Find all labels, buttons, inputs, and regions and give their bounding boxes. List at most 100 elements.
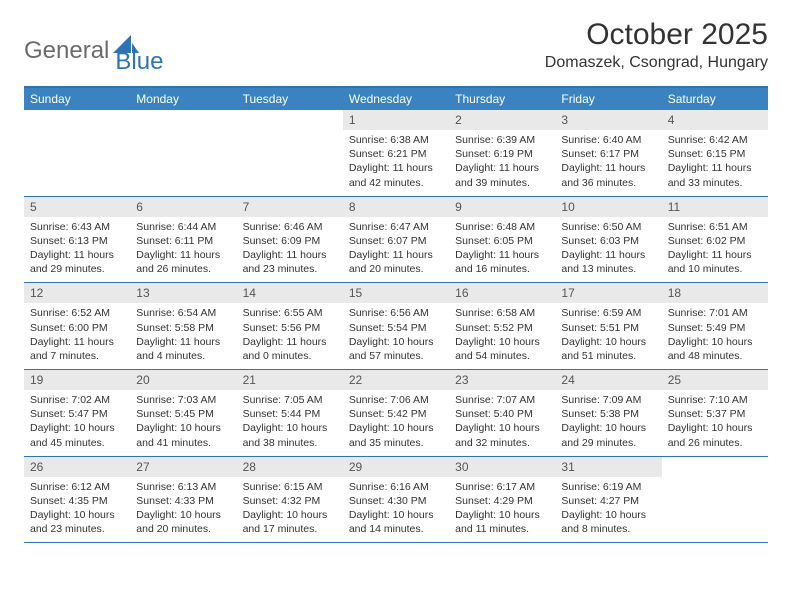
calendar-cell: 28Sunrise: 6:15 AMSunset: 4:32 PMDayligh… [237, 457, 343, 543]
calendar-cell: 2 Sunrise: 6:39 AMSunset: 6:19 PMDaylight… [449, 110, 555, 196]
sunrise-text: Sunrise: 6:46 AM [243, 220, 337, 234]
cell-body: Sunrise: 6:52 AMSunset: 6:00 PMDaylight:… [24, 303, 130, 369]
cell-body: Sunrise: 6:17 AMSunset: 4:29 PMDaylight:… [449, 477, 555, 543]
daylight-text: Daylight: 10 hours and 32 minutes. [455, 421, 549, 449]
calendar-cell: 9Sunrise: 6:48 AMSunset: 6:05 PMDaylight… [449, 197, 555, 283]
sunrise-text: Sunrise: 6:47 AM [349, 220, 443, 234]
cell-body: Sunrise: 6:47 AMSunset: 6:07 PMDaylight:… [343, 217, 449, 283]
sunrise-text: Sunrise: 6:59 AM [561, 306, 655, 320]
sunset-text: Sunset: 6:21 PM [349, 147, 443, 161]
sunset-text: Sunset: 6:19 PM [455, 147, 549, 161]
calendar-cell: 29Sunrise: 6:16 AMSunset: 4:30 PMDayligh… [343, 457, 449, 543]
daylight-text: Daylight: 11 hours and 26 minutes. [136, 248, 230, 276]
day-number: 11 [662, 197, 768, 217]
calendar-cell: 16Sunrise: 6:58 AMSunset: 5:52 PMDayligh… [449, 283, 555, 369]
week-row: 1Sunrise: 6:38 AMSunset: 6:21 PMDaylight… [24, 110, 768, 197]
cell-body: Sunrise: 6:44 AMSunset: 6:11 PMDaylight:… [130, 217, 236, 283]
sunset-text: Sunset: 6:07 PM [349, 234, 443, 248]
cell-body: Sunrise: 7:07 AMSunset: 5:40 PMDaylight:… [449, 390, 555, 456]
week-row: 5Sunrise: 6:43 AMSunset: 6:13 PMDaylight… [24, 197, 768, 284]
calendar-cell [662, 457, 768, 543]
sunset-text: Sunset: 5:54 PM [349, 321, 443, 335]
daylight-text: Daylight: 10 hours and 20 minutes. [136, 508, 230, 536]
sunrise-text: Sunrise: 6:56 AM [349, 306, 443, 320]
sunrise-text: Sunrise: 7:01 AM [668, 306, 762, 320]
cell-body: Sunrise: 6:51 AMSunset: 6:02 PMDaylight:… [662, 217, 768, 283]
day-header-sun: Sunday [24, 88, 130, 110]
cell-body: Sunrise: 6:55 AMSunset: 5:56 PMDaylight:… [237, 303, 343, 369]
daylight-text: Daylight: 11 hours and 20 minutes. [349, 248, 443, 276]
daylight-text: Daylight: 11 hours and 39 minutes. [455, 161, 549, 189]
sunset-text: Sunset: 5:42 PM [349, 407, 443, 421]
sunrise-text: Sunrise: 6:39 AM [455, 133, 549, 147]
cell-body: Sunrise: 6:38 AMSunset: 6:21 PMDaylight:… [343, 130, 449, 196]
sunset-text: Sunset: 5:56 PM [243, 321, 337, 335]
sunrise-text: Sunrise: 7:03 AM [136, 393, 230, 407]
daylight-text: Daylight: 10 hours and 54 minutes. [455, 335, 549, 363]
calendar-cell: 23Sunrise: 7:07 AMSunset: 5:40 PMDayligh… [449, 370, 555, 456]
sunset-text: Sunset: 6:17 PM [561, 147, 655, 161]
cell-body: Sunrise: 7:09 AMSunset: 5:38 PMDaylight:… [555, 390, 661, 456]
sunset-text: Sunset: 5:49 PM [668, 321, 762, 335]
cell-body: Sunrise: 7:03 AMSunset: 5:45 PMDaylight:… [130, 390, 236, 456]
calendar-cell: 11Sunrise: 6:51 AMSunset: 6:02 PMDayligh… [662, 197, 768, 283]
sunset-text: Sunset: 6:15 PM [668, 147, 762, 161]
calendar-cell: 7Sunrise: 6:46 AMSunset: 6:09 PMDaylight… [237, 197, 343, 283]
sunrise-text: Sunrise: 7:09 AM [561, 393, 655, 407]
cell-body: Sunrise: 7:02 AMSunset: 5:47 PMDaylight:… [24, 390, 130, 456]
day-number: 2 [449, 110, 555, 130]
day-header-tue: Tuesday [237, 88, 343, 110]
day-number: 4 [662, 110, 768, 130]
cell-body: Sunrise: 6:13 AMSunset: 4:33 PMDaylight:… [130, 477, 236, 543]
day-number: 16 [449, 283, 555, 303]
sunrise-text: Sunrise: 6:58 AM [455, 306, 549, 320]
sunset-text: Sunset: 5:52 PM [455, 321, 549, 335]
cell-body: Sunrise: 7:06 AMSunset: 5:42 PMDaylight:… [343, 390, 449, 456]
sunrise-text: Sunrise: 6:12 AM [30, 480, 124, 494]
daylight-text: Daylight: 11 hours and 7 minutes. [30, 335, 124, 363]
week-row: 19Sunrise: 7:02 AMSunset: 5:47 PMDayligh… [24, 370, 768, 457]
sunset-text: Sunset: 5:40 PM [455, 407, 549, 421]
calendar-cell: 5Sunrise: 6:43 AMSunset: 6:13 PMDaylight… [24, 197, 130, 283]
calendar-cell: 12Sunrise: 6:52 AMSunset: 6:00 PMDayligh… [24, 283, 130, 369]
daylight-text: Daylight: 10 hours and 11 minutes. [455, 508, 549, 536]
daylight-text: Daylight: 11 hours and 36 minutes. [561, 161, 655, 189]
sunrise-text: Sunrise: 6:52 AM [30, 306, 124, 320]
location: Domaszek, Csongrad, Hungary [545, 54, 768, 72]
day-number: 30 [449, 457, 555, 477]
cell-body: Sunrise: 6:58 AMSunset: 5:52 PMDaylight:… [449, 303, 555, 369]
calendar-cell: 4Sunrise: 6:42 AMSunset: 6:15 PMDaylight… [662, 110, 768, 196]
sunrise-text: Sunrise: 6:40 AM [561, 133, 655, 147]
cell-body: Sunrise: 6:12 AMSunset: 4:35 PMDaylight:… [24, 477, 130, 543]
sunset-text: Sunset: 5:51 PM [561, 321, 655, 335]
cell-body: Sunrise: 7:05 AMSunset: 5:44 PMDaylight:… [237, 390, 343, 456]
daylight-text: Daylight: 10 hours and 35 minutes. [349, 421, 443, 449]
daylight-text: Daylight: 10 hours and 26 minutes. [668, 421, 762, 449]
sunset-text: Sunset: 6:02 PM [668, 234, 762, 248]
sunset-text: Sunset: 4:32 PM [243, 494, 337, 508]
daylight-text: Daylight: 10 hours and 48 minutes. [668, 335, 762, 363]
sunset-text: Sunset: 6:13 PM [30, 234, 124, 248]
calendar-cell: 17Sunrise: 6:59 AMSunset: 5:51 PMDayligh… [555, 283, 661, 369]
day-number: 26 [24, 457, 130, 477]
day-number: 27 [130, 457, 236, 477]
cell-body: Sunrise: 6:40 AMSunset: 6:17 PMDaylight:… [555, 130, 661, 196]
sunrise-text: Sunrise: 6:17 AM [455, 480, 549, 494]
sunset-text: Sunset: 5:44 PM [243, 407, 337, 421]
sunrise-text: Sunrise: 7:07 AM [455, 393, 549, 407]
calendar-cell: 30Sunrise: 6:17 AMSunset: 4:29 PMDayligh… [449, 457, 555, 543]
week-row: 26Sunrise: 6:12 AMSunset: 4:35 PMDayligh… [24, 457, 768, 544]
daylight-text: Daylight: 11 hours and 0 minutes. [243, 335, 337, 363]
day-number: 10 [555, 197, 661, 217]
sunrise-text: Sunrise: 6:16 AM [349, 480, 443, 494]
day-header-thu: Thursday [449, 88, 555, 110]
sunset-text: Sunset: 6:03 PM [561, 234, 655, 248]
day-number: 7 [237, 197, 343, 217]
sunset-text: Sunset: 4:27 PM [561, 494, 655, 508]
day-number: 19 [24, 370, 130, 390]
cell-body: Sunrise: 7:01 AMSunset: 5:49 PMDaylight:… [662, 303, 768, 369]
sunrise-text: Sunrise: 6:50 AM [561, 220, 655, 234]
sunrise-text: Sunrise: 7:06 AM [349, 393, 443, 407]
day-number: 29 [343, 457, 449, 477]
sunset-text: Sunset: 4:33 PM [136, 494, 230, 508]
